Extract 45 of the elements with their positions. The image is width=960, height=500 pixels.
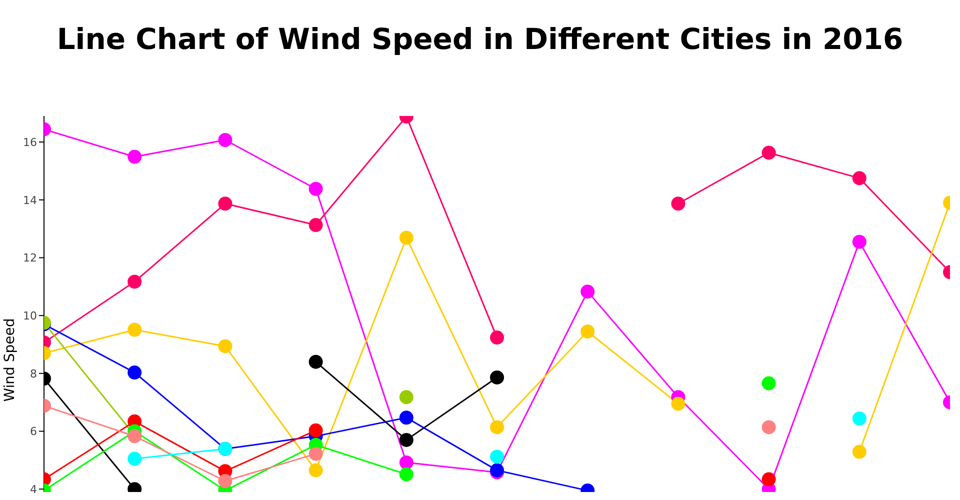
point	[308, 354, 323, 369]
y-axis-title: Wind Speed	[2, 318, 18, 402]
point	[762, 472, 776, 486]
point	[852, 171, 866, 186]
point	[671, 196, 686, 211]
point	[308, 463, 323, 478]
point	[218, 133, 232, 148]
point	[218, 474, 232, 488]
point	[399, 456, 414, 470]
point	[399, 467, 414, 482]
point	[128, 452, 142, 466]
point	[308, 182, 323, 196]
point	[218, 196, 232, 211]
point	[580, 284, 595, 299]
point	[128, 366, 142, 380]
y-tick-label: 12	[23, 252, 37, 265]
point	[762, 376, 776, 390]
point	[399, 432, 414, 447]
point	[128, 274, 142, 289]
point	[308, 423, 323, 438]
point	[762, 420, 776, 434]
point	[128, 322, 142, 337]
y-tick-label: 8	[30, 367, 37, 380]
y-tick-label: 16	[23, 136, 37, 149]
y-tick-label: 4	[30, 483, 37, 496]
point	[308, 446, 323, 461]
point	[490, 450, 504, 464]
point	[852, 234, 866, 249]
y-tick-label: 6	[30, 425, 37, 438]
point	[218, 339, 232, 354]
chart-title: Line Chart of Wind Speed in Different Cities in 2016	[56, 22, 904, 56]
point	[308, 218, 323, 232]
point	[399, 410, 414, 425]
point	[490, 420, 504, 434]
y-tick-label: 14	[23, 194, 37, 207]
point	[852, 412, 866, 426]
point	[762, 146, 776, 160]
y-tick-label: 10	[23, 309, 37, 322]
point	[490, 370, 504, 384]
point	[671, 396, 686, 411]
point	[490, 330, 504, 345]
point	[852, 444, 866, 459]
point	[128, 150, 142, 164]
point	[580, 324, 595, 338]
point	[399, 230, 414, 245]
